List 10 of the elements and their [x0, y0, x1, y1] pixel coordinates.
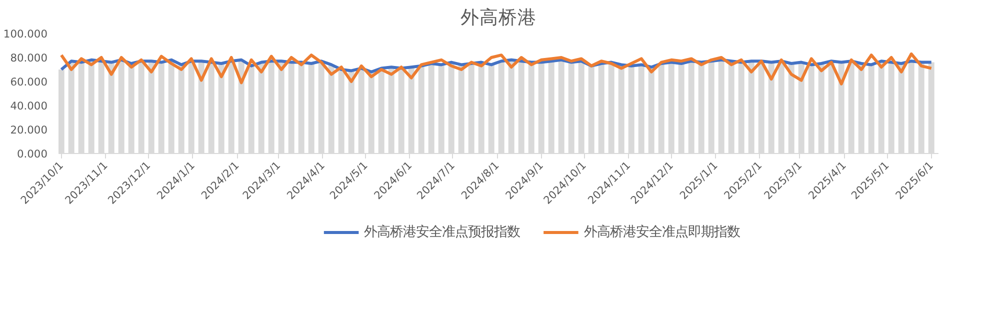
line-series	[60, 52, 933, 86]
y-tick-label: 80.000	[10, 52, 48, 64]
legend-label: 外高桥港安全准点预报指数	[364, 224, 520, 240]
y-tick-label: 20.000	[10, 124, 48, 136]
legend-label: 外高桥港安全准点即期指数	[584, 224, 740, 240]
y-tick-label: 100.000	[3, 28, 48, 40]
y-tick-label: 0.000	[16, 148, 48, 160]
chart-title: 外高桥港	[460, 6, 536, 28]
y-tick-label: 40.000	[10, 100, 48, 112]
y-tick-label: 60.000	[10, 76, 48, 88]
